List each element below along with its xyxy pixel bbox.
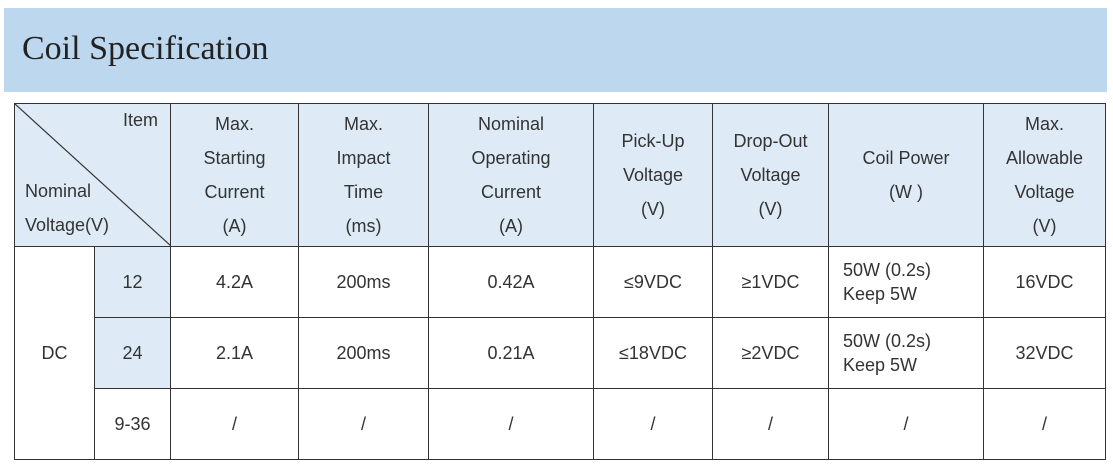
header-line: (V)	[758, 199, 783, 219]
cell: 50W (0.2s) Keep 5W	[828, 317, 984, 389]
cell: /	[828, 388, 984, 460]
spec-table: Item Nominal Voltage(V) Max. Starting Current…	[14, 103, 1106, 460]
header-line: Coil Power	[862, 148, 950, 168]
header-line: Voltage	[622, 165, 684, 185]
group-cell: DC	[14, 246, 95, 460]
header-line: Max.	[343, 114, 383, 134]
header-line: Current	[480, 182, 542, 202]
header-line: (A)	[222, 216, 247, 236]
header-line: Max.	[1024, 114, 1064, 134]
corner-cell: Item Nominal Voltage(V)	[14, 103, 171, 247]
header-line: Nominal	[477, 114, 545, 134]
cell-line: Keep 5W	[843, 355, 918, 375]
cell-line: Keep 5W	[843, 284, 918, 304]
cell: /	[712, 388, 829, 460]
header-line: (A)	[499, 216, 523, 236]
cell: 0.21A	[428, 317, 594, 389]
cell: 32VDC	[983, 317, 1106, 389]
cell: 50W (0.2s) Keep 5W	[828, 246, 984, 318]
header-line: Operating	[471, 148, 551, 168]
column-header: Max. Starting Current (A)	[170, 103, 299, 247]
column-header: Max. Impact Time (ms)	[298, 103, 429, 247]
corner-line: Nominal	[25, 181, 92, 201]
column-header: Nominal Operating Current (A)	[428, 103, 594, 247]
header-line: Starting	[203, 148, 266, 168]
voltage-cell: 24	[94, 317, 171, 389]
header-line: Current	[204, 182, 265, 202]
header-line: Pick-Up	[621, 131, 685, 151]
row: 24 2.1A 200ms 0.21A ≤18VDC ≥2VDC 50W (0.2s) Kee…	[15, 317, 1106, 389]
cell: /	[983, 388, 1106, 460]
corner-bottom: Nominal Voltage(V)	[25, 174, 109, 242]
row: DC 12 4.2A 200ms 0.42A ≤9VDC ≥1VDC 50W (0.2s) Ke…	[14, 246, 1106, 460]
column-header: Drop-Out Voltage (V)	[712, 103, 829, 247]
header-line: (W )	[889, 182, 923, 202]
cell: /	[593, 388, 713, 460]
header-line: (V)	[641, 199, 665, 219]
header-line: Drop-Out	[733, 131, 808, 151]
banner: Coil Specification	[4, 8, 1107, 92]
cell: 2.1A	[170, 317, 299, 389]
cell: 0.42A	[428, 246, 594, 318]
header-line: (ms)	[345, 216, 382, 236]
header-line: Max.	[214, 114, 254, 134]
cell: /	[298, 388, 429, 460]
cell: ≤9VDC	[593, 246, 713, 318]
header-line: Time	[343, 182, 384, 202]
cell: ≤18VDC	[593, 317, 713, 389]
cell: ≥1VDC	[712, 246, 829, 318]
voltage-cell: 9-36	[94, 388, 171, 460]
cell: ≥2VDC	[712, 317, 829, 389]
header-line: Voltage	[740, 165, 801, 185]
cell-line: 50W (0.2s)	[843, 331, 932, 351]
cell: 16VDC	[983, 246, 1106, 318]
header-line: (V)	[1032, 216, 1057, 236]
corner-top: Item	[122, 110, 158, 130]
header-line: Allowable	[1005, 148, 1084, 168]
header-line: Voltage	[1014, 182, 1075, 202]
row: 9-36// / / / / /	[15, 388, 1106, 460]
table-body: DC 12 4.2A 200ms 0.42A ≤9VDC ≥1VDC 50W (0.2s) Ke…	[14, 246, 1106, 460]
corner-line: Voltage(V)	[25, 215, 110, 235]
column-header: Max. Allowable Voltage (V)	[983, 103, 1106, 247]
voltage-cell: 12	[94, 246, 171, 318]
cell-line: 50W (0.2s)	[843, 260, 932, 280]
cell: 200ms	[298, 246, 429, 318]
header-row: Item Nominal Voltage(V) Max. Starting Current…	[14, 103, 1106, 247]
column-header: Coil Power (W )	[828, 103, 984, 247]
cell: 200ms	[298, 317, 429, 389]
title: Coil Specification	[22, 30, 269, 67]
header-line: Impact	[336, 148, 391, 168]
cell: /	[428, 388, 594, 460]
diagonal	[15, 104, 171, 246]
cell: 4.2A	[170, 246, 299, 318]
column-header: Pick-Up Voltage (V)	[593, 103, 713, 247]
cell: /	[170, 388, 299, 460]
